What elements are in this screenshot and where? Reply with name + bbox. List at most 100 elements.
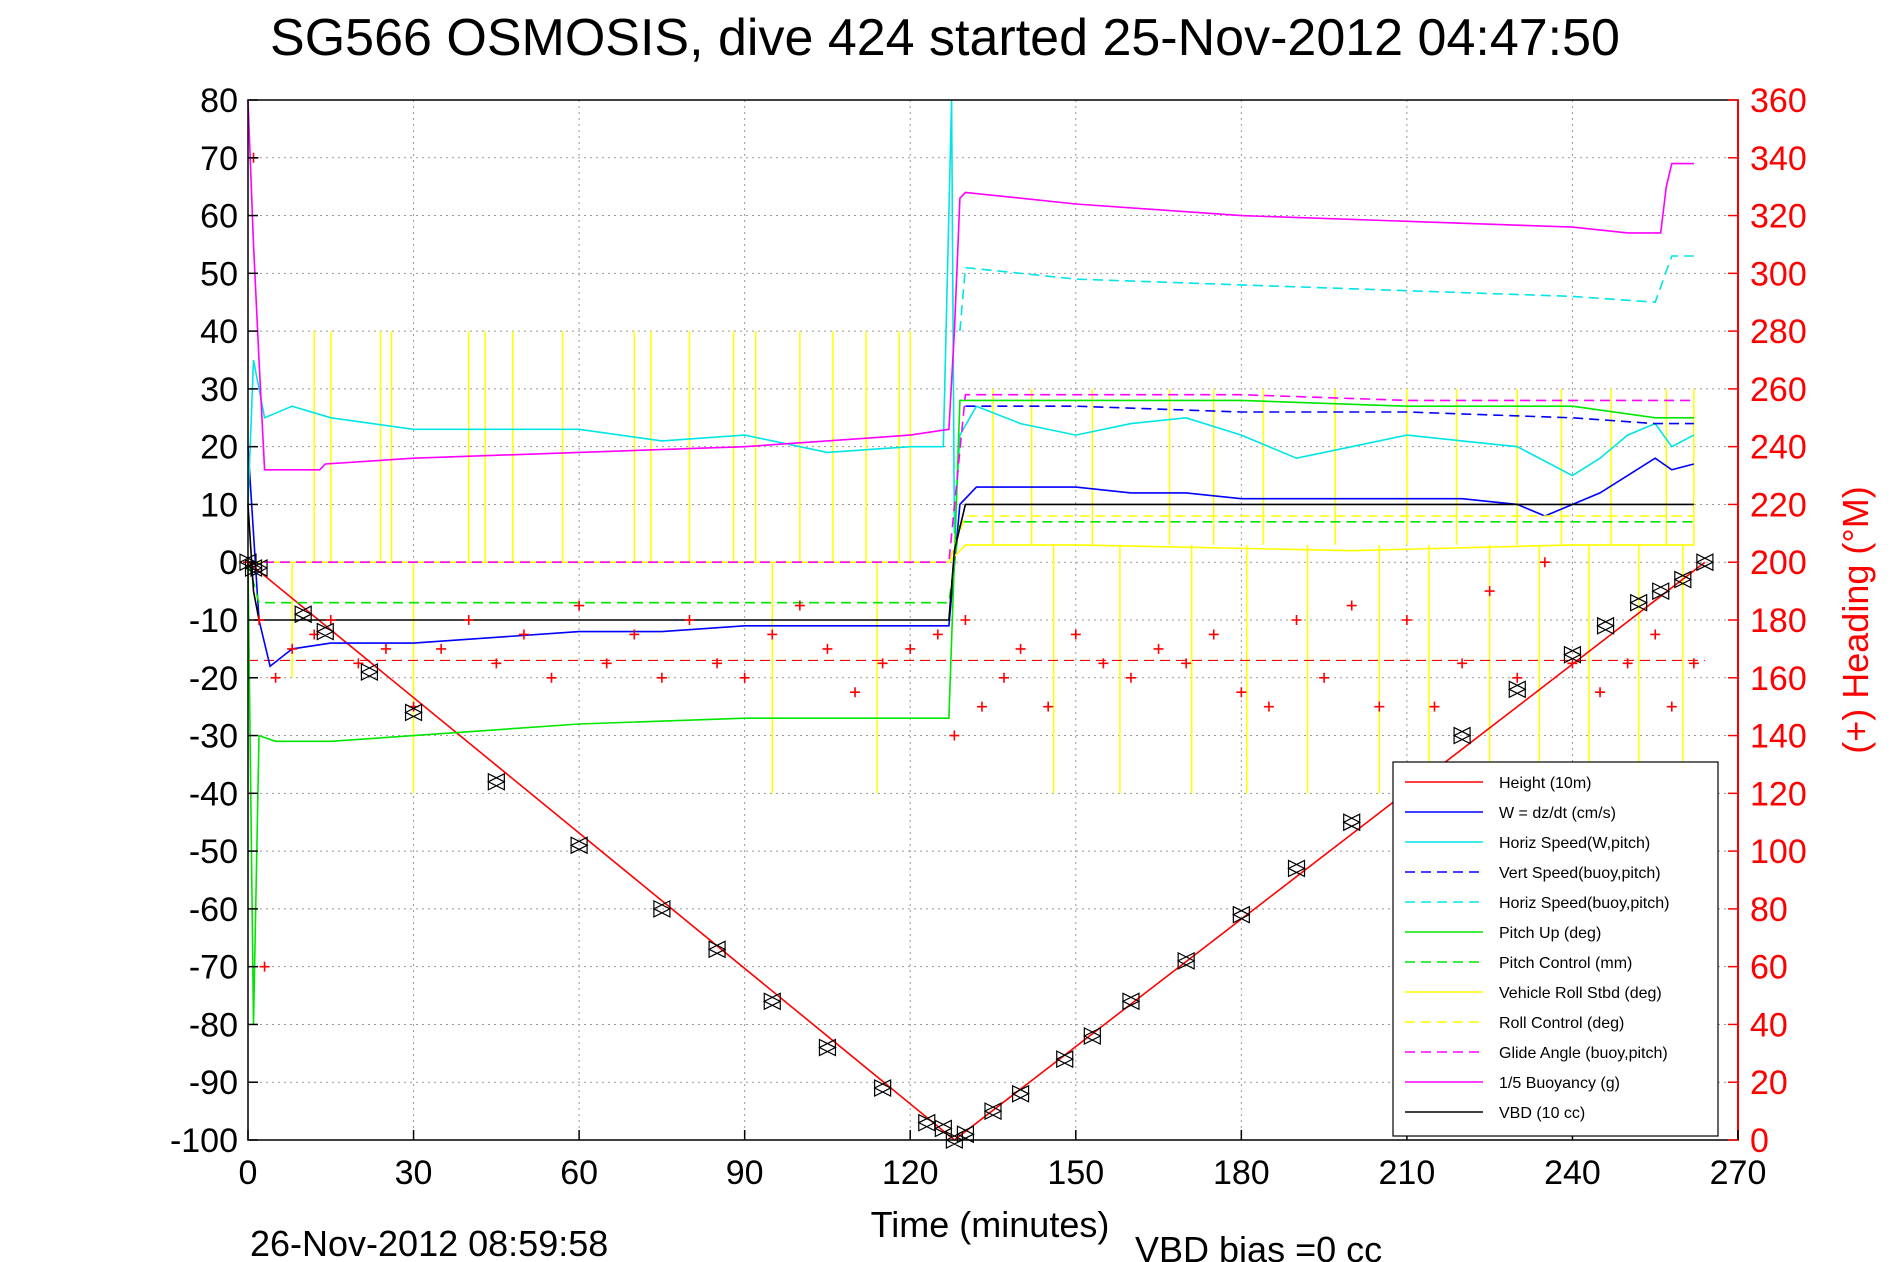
depth-marker <box>1082 1027 1102 1045</box>
depth-marker <box>1342 813 1362 832</box>
heading-point <box>1429 701 1440 712</box>
depth-marker <box>1563 645 1582 664</box>
heading-point <box>270 672 281 683</box>
series-line <box>247 446 1695 668</box>
heading-point <box>1374 701 1385 712</box>
heading-point <box>287 643 298 654</box>
y-right-tick-label: 120 <box>1750 775 1807 813</box>
heading-point <box>436 643 447 654</box>
x-axis-label: Time (minutes) <box>871 1204 1110 1245</box>
y-right-tick-label: 280 <box>1750 313 1807 351</box>
heading-point <box>463 615 474 625</box>
y-tick-label: 60 <box>200 198 238 236</box>
depth-marker <box>360 663 379 681</box>
heading-point <box>1650 629 1661 640</box>
heading-point <box>518 629 529 640</box>
depth-marker <box>1176 951 1196 970</box>
y-tick-label: -60 <box>189 891 238 929</box>
heading-point <box>1236 687 1247 698</box>
footer-vbd-bias: VBD bias =0 cc <box>1135 1229 1382 1262</box>
y-axis-left: 80 70 60 50 40 30 20 10 0 -10 -20 -30 -40 -50 -60 -70 -8… <box>170 82 258 1160</box>
depth-marker <box>818 1038 837 1057</box>
y-axis-right-label: (+) Heading (°M) <box>1835 486 1876 753</box>
y-tick-label: 0 <box>219 544 238 582</box>
y-right-tick-label: 220 <box>1750 486 1807 524</box>
legend-label: 1/5 Buoyancy (g) <box>1499 1075 1620 1092</box>
heading-point <box>684 615 695 625</box>
heading-point <box>850 687 861 698</box>
y-right-tick-label: 180 <box>1750 602 1807 640</box>
series-line <box>247 503 1694 621</box>
x-tick-label: 60 <box>560 1154 598 1192</box>
depth-marker <box>315 622 335 641</box>
heading-point <box>1043 701 1054 712</box>
legend-label: VBD (10 cc) <box>1499 1105 1585 1122</box>
heading-point <box>1512 672 1523 683</box>
series-line <box>247 99 1695 534</box>
heading-point <box>1153 643 1164 654</box>
series-line <box>247 399 1694 1025</box>
depth-marker <box>1673 570 1693 589</box>
depth-marker <box>652 899 672 918</box>
depth-marker <box>707 940 727 959</box>
heading-point <box>960 615 971 625</box>
legend-label: Glide Angle (buoy,pitch) <box>1499 1045 1668 1062</box>
legend-label: Vert Speed(buoy,pitch) <box>1499 865 1661 882</box>
depth-marker <box>873 1079 892 1097</box>
x-tick-label: 270 <box>1710 1154 1767 1192</box>
marker-layer <box>238 553 1715 1149</box>
depth-marker <box>1011 1084 1030 1103</box>
y-right-tick-label: 40 <box>1750 1006 1788 1044</box>
x-tick-label: 0 <box>239 1154 258 1192</box>
depth-marker <box>1507 680 1527 699</box>
legend-label: Vehicle Roll Stbd (deg) <box>1499 985 1662 1002</box>
heading-point <box>353 658 364 669</box>
series-line <box>959 255 1694 332</box>
series-line <box>248 544 1694 564</box>
heading-point <box>1319 672 1330 683</box>
y-tick-label: 40 <box>200 313 238 351</box>
heading-point <box>712 658 723 669</box>
heading-point <box>794 600 805 611</box>
depth-marker <box>1651 582 1671 601</box>
depth-marker <box>244 559 263 577</box>
footer-timestamp: 26-Nov-2012 08:59:58 <box>250 1223 608 1262</box>
depth-marker <box>1231 905 1251 924</box>
heading-point <box>1291 615 1302 625</box>
heading-point <box>656 672 667 683</box>
depth-marker <box>956 1125 975 1144</box>
x-tick-label: 180 <box>1213 1154 1270 1192</box>
heading-point <box>1070 629 1081 640</box>
y-tick-label: -90 <box>189 1064 238 1102</box>
series-line <box>965 405 1694 425</box>
heading-point <box>1125 672 1136 683</box>
heading-point <box>1457 658 1468 669</box>
depth-marker <box>1287 859 1306 878</box>
depth-marker <box>1629 593 1649 612</box>
heading-point <box>999 672 1010 683</box>
y-tick-label: 20 <box>200 429 238 467</box>
y-tick-label: -100 <box>170 1122 238 1160</box>
depth-marker <box>1055 1050 1075 1069</box>
heading-point <box>1098 658 1109 669</box>
y-tick-label: 50 <box>200 255 238 293</box>
heading-point <box>1263 701 1274 712</box>
depth-marker <box>293 605 313 624</box>
heading-point <box>1666 701 1677 712</box>
depth-marker <box>933 1119 953 1138</box>
heading-point <box>932 629 943 640</box>
y-axis-right: 3603403203002802602402202001801601401201… <box>1728 82 1807 1160</box>
y-tick-label: -30 <box>189 718 238 756</box>
legend-label: Pitch Control (mm) <box>1499 955 1632 972</box>
y-tick-label: -40 <box>189 775 238 813</box>
heading-point <box>1484 586 1495 597</box>
heading-point <box>380 643 391 654</box>
legend-label: Horiz Speed(W,pitch) <box>1499 835 1650 852</box>
y-tick-label: 30 <box>200 371 238 409</box>
series-layer <box>247 99 1706 1142</box>
heading-point <box>325 615 336 625</box>
legend-box <box>1392 761 1719 1137</box>
y-tick-label: 10 <box>200 486 238 524</box>
heading-point <box>877 658 888 669</box>
heading-point <box>1208 629 1219 640</box>
